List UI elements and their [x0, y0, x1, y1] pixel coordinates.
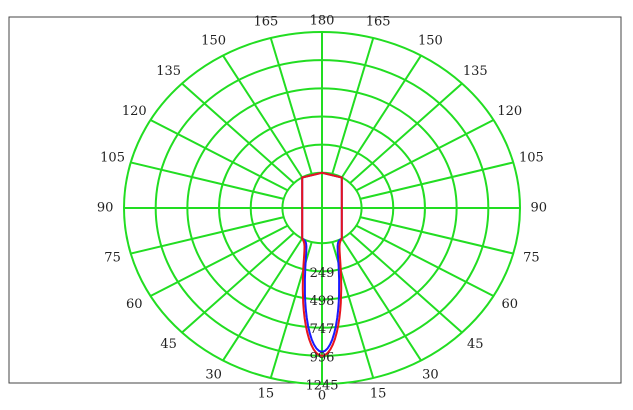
grid-spoke-165 — [331, 37, 375, 175]
grid-spoke--75 — [130, 216, 284, 255]
angle-label--120: 120 — [122, 104, 147, 119]
angle-label--60: 60 — [126, 297, 143, 312]
angle-label-150: 150 — [418, 34, 443, 49]
radial-labels: 249 498 747 996 1245 — [305, 266, 338, 394]
angle-label-90: 90 — [531, 201, 548, 216]
grid-spoke--120 — [150, 119, 289, 192]
grid-spoke--165 — [269, 37, 313, 175]
grid-spoke--135 — [181, 82, 295, 184]
angle-label-165: 165 — [366, 14, 391, 29]
angle-label-105: 105 — [519, 151, 544, 166]
angle-label-45: 45 — [467, 337, 484, 352]
angle-label--30: 30 — [205, 367, 222, 382]
angle-label--105: 105 — [100, 151, 125, 166]
angle-label--135: 135 — [156, 64, 181, 79]
grid-spoke--30 — [222, 237, 304, 361]
angle-label-15: 15 — [370, 387, 387, 402]
radial-label-996: 996 — [310, 350, 335, 365]
polar-grid — [123, 31, 521, 385]
grid-spoke-60 — [355, 224, 494, 297]
grid-spoke-120 — [355, 119, 494, 192]
grid-spoke--60 — [150, 224, 289, 297]
angle-label-0: 0 — [318, 389, 326, 404]
angle-labels: 0 15 30 45 60 75 90 105 120 135 150 165 180 165 150 135… — [97, 14, 547, 404]
angle-label-30: 30 — [422, 367, 439, 382]
angle-label-60: 60 — [501, 297, 518, 312]
angle-label--90: 90 — [97, 201, 114, 216]
angle-label-180: 180 — [310, 14, 335, 29]
grid-spoke--45 — [181, 232, 295, 334]
grid-spoke-135 — [349, 82, 463, 184]
radial-label-747: 747 — [310, 322, 335, 337]
angle-label--165: 165 — [253, 14, 278, 29]
grid-spoke--105 — [130, 161, 284, 200]
angle-label--45: 45 — [160, 337, 177, 352]
grid-spoke-75 — [360, 216, 514, 255]
angle-label-135: 135 — [463, 64, 488, 79]
radial-label-498: 498 — [310, 294, 335, 309]
angle-label-75: 75 — [523, 250, 540, 265]
angle-label--75: 75 — [104, 250, 121, 265]
grid-spoke-150 — [340, 55, 422, 179]
angle-label--150: 150 — [201, 34, 226, 49]
angle-label--15: 15 — [258, 387, 275, 402]
grid-spoke-45 — [349, 232, 463, 334]
radial-label-1245: 1245 — [305, 379, 338, 394]
grid-spoke-30 — [340, 237, 422, 361]
radial-label-249: 249 — [310, 266, 335, 281]
series-curve-2 — [301, 171, 343, 357]
series-group — [301, 171, 343, 357]
angle-label-120: 120 — [497, 104, 522, 119]
grid-spoke--150 — [222, 55, 304, 179]
grid-spoke-105 — [360, 161, 514, 200]
